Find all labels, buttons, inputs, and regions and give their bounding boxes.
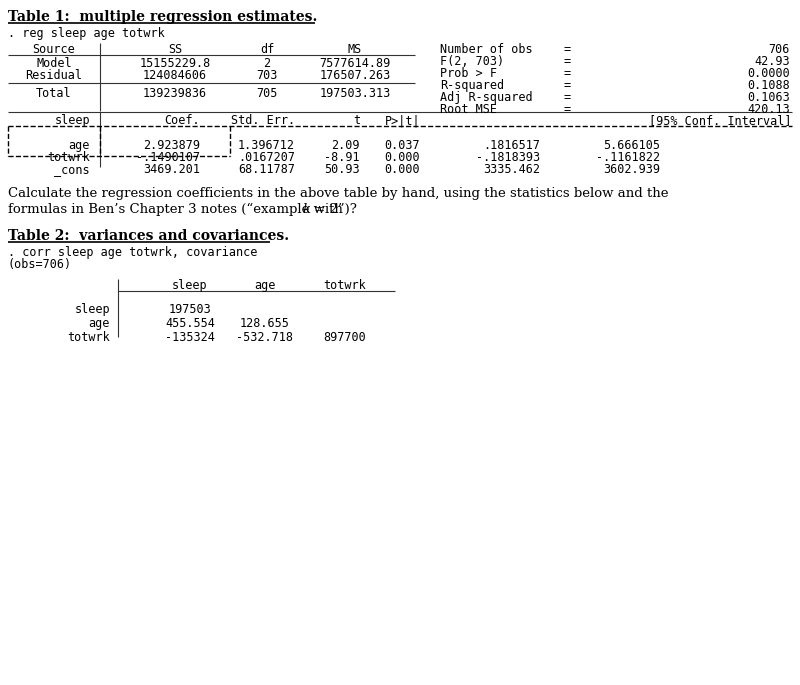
- Text: 50.93: 50.93: [324, 163, 360, 176]
- Text: Std. Err.: Std. Err.: [231, 114, 295, 127]
- Text: Root MSE: Root MSE: [440, 103, 497, 116]
- Text: 706: 706: [769, 43, 790, 56]
- Text: 3335.462: 3335.462: [483, 163, 540, 176]
- Text: . reg sleep age totwrk: . reg sleep age totwrk: [8, 27, 165, 40]
- Text: Source: Source: [33, 43, 75, 56]
- Text: -8.91: -8.91: [324, 151, 360, 164]
- Text: Table 2:  variances and covariances.: Table 2: variances and covariances.: [8, 229, 289, 243]
- Text: 897700: 897700: [324, 331, 366, 344]
- Text: Table 1:  multiple regression estimates.: Table 1: multiple regression estimates.: [8, 10, 318, 24]
- Text: 42.93: 42.93: [754, 55, 790, 68]
- Text: formulas in Ben’s Chapter 3 notes (“example with: formulas in Ben’s Chapter 3 notes (“exam…: [8, 203, 347, 216]
- Text: SS: SS: [168, 43, 182, 56]
- Text: k: k: [302, 203, 310, 216]
- Text: =: =: [563, 103, 570, 116]
- Text: -.1490107: -.1490107: [136, 151, 200, 164]
- Text: Adj R-squared: Adj R-squared: [440, 91, 533, 104]
- Text: totwrk: totwrk: [47, 151, 90, 164]
- Text: sleep: sleep: [74, 303, 110, 316]
- Text: 1.396712: 1.396712: [238, 139, 295, 152]
- Text: 0.037: 0.037: [384, 139, 420, 152]
- Text: 176507.263: 176507.263: [319, 69, 390, 82]
- Text: Number of obs: Number of obs: [440, 43, 533, 56]
- Text: totwrk: totwrk: [324, 279, 366, 292]
- Text: . corr sleep age totwrk, covariance: . corr sleep age totwrk, covariance: [8, 246, 258, 259]
- Text: [95% Conf. Interval]: [95% Conf. Interval]: [649, 114, 791, 127]
- Text: age: age: [254, 279, 276, 292]
- Text: sleep: sleep: [54, 114, 90, 127]
- Text: Coef.: Coef.: [164, 114, 200, 127]
- Text: age: age: [69, 139, 90, 152]
- Text: 420.13: 420.13: [747, 103, 790, 116]
- Text: age: age: [89, 317, 110, 330]
- Text: 0.000: 0.000: [384, 163, 420, 176]
- Text: = 2”)?: = 2”)?: [310, 203, 357, 216]
- Text: df: df: [260, 43, 274, 56]
- Text: .0167207: .0167207: [238, 151, 295, 164]
- Text: _cons: _cons: [54, 163, 90, 176]
- Text: .1816517: .1816517: [483, 139, 540, 152]
- Text: 2.09: 2.09: [331, 139, 360, 152]
- Text: 68.11787: 68.11787: [238, 163, 295, 176]
- Text: 2: 2: [263, 57, 270, 70]
- Text: 15155229.8: 15155229.8: [139, 57, 210, 70]
- Text: =: =: [563, 91, 570, 104]
- Text: Calculate the regression coefficients in the above table by hand, using the stat: Calculate the regression coefficients in…: [8, 187, 669, 200]
- Text: 705: 705: [256, 87, 278, 100]
- Text: (obs=706): (obs=706): [8, 258, 72, 271]
- Text: 0.1063: 0.1063: [747, 91, 790, 104]
- Text: sleep: sleep: [172, 279, 208, 292]
- Text: -135324: -135324: [165, 331, 215, 344]
- Text: 2.923879: 2.923879: [143, 139, 200, 152]
- Text: 703: 703: [256, 69, 278, 82]
- Text: 0.000: 0.000: [384, 151, 420, 164]
- Text: 197503: 197503: [169, 303, 211, 316]
- Text: 7577614.89: 7577614.89: [319, 57, 390, 70]
- Text: Prob > F: Prob > F: [440, 67, 497, 80]
- Text: Residual: Residual: [26, 69, 82, 82]
- Text: 128.655: 128.655: [240, 317, 290, 330]
- Text: 124084606: 124084606: [143, 69, 207, 82]
- Text: P>|t|: P>|t|: [384, 114, 420, 127]
- Text: 3602.939: 3602.939: [603, 163, 660, 176]
- Text: MS: MS: [348, 43, 362, 56]
- Text: totwrk: totwrk: [67, 331, 110, 344]
- Text: Total: Total: [36, 87, 72, 100]
- Text: =: =: [563, 79, 570, 92]
- Text: t: t: [353, 114, 360, 127]
- Text: =: =: [563, 43, 570, 56]
- Text: -532.718: -532.718: [237, 331, 294, 344]
- Text: 0.1088: 0.1088: [747, 79, 790, 92]
- Text: 5.666105: 5.666105: [603, 139, 660, 152]
- Text: 0.0000: 0.0000: [747, 67, 790, 80]
- Text: 3469.201: 3469.201: [143, 163, 200, 176]
- Text: =: =: [563, 55, 570, 68]
- Text: 455.554: 455.554: [165, 317, 215, 330]
- Text: =: =: [563, 67, 570, 80]
- Text: 197503.313: 197503.313: [319, 87, 390, 100]
- Text: Model: Model: [36, 57, 72, 70]
- Text: -.1161822: -.1161822: [596, 151, 660, 164]
- Text: 139239836: 139239836: [143, 87, 207, 100]
- Text: R-squared: R-squared: [440, 79, 504, 92]
- Text: F(2, 703): F(2, 703): [440, 55, 504, 68]
- Text: -.1818393: -.1818393: [476, 151, 540, 164]
